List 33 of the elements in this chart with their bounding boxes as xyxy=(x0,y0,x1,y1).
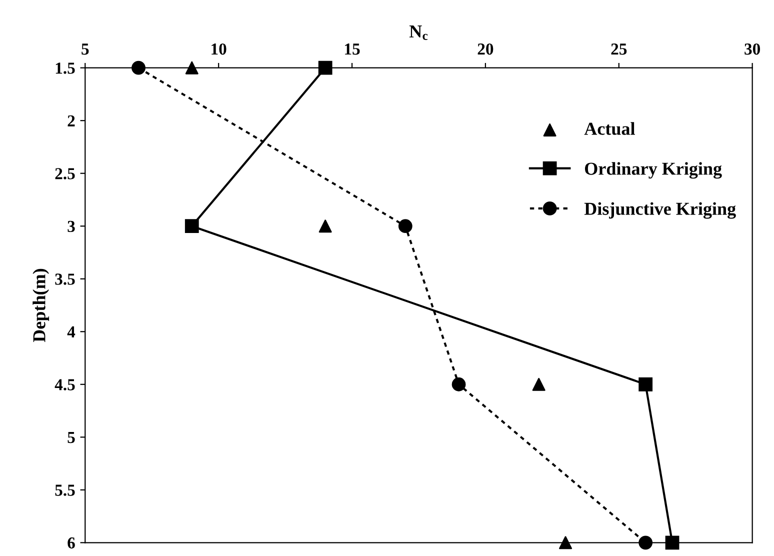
y-tick-label: 5.5 xyxy=(55,484,75,496)
y-tick-label: 1.5 xyxy=(56,62,75,74)
point xyxy=(638,536,653,550)
y-tick-label: 3 xyxy=(68,220,75,232)
point xyxy=(452,377,466,392)
y-tick-label: 4.5 xyxy=(54,379,75,390)
x-tick-label: 10 xyxy=(212,43,226,55)
y-tick-label: 3.5 xyxy=(55,274,75,285)
legend-label: Actual xyxy=(584,122,635,135)
point xyxy=(638,377,653,392)
x-tick-label: 20 xyxy=(478,43,494,55)
y-tick-label: 2 xyxy=(68,115,75,126)
x-tick-label: 15 xyxy=(345,44,360,55)
point xyxy=(318,60,332,75)
legend-label: Disjunctive Kriging xyxy=(584,202,736,219)
legend-label: Ordinary Kriging xyxy=(585,162,722,179)
point xyxy=(185,61,198,74)
x-axis-title: N$_{c}$ xyxy=(409,26,428,40)
y-tick-label: 6 xyxy=(68,537,75,549)
point xyxy=(132,60,146,75)
point xyxy=(184,219,199,234)
point xyxy=(665,536,680,550)
point xyxy=(318,220,332,233)
point xyxy=(398,219,412,234)
y-axis-title: Depth(m) xyxy=(32,268,50,342)
point xyxy=(559,536,572,550)
x-tick-label: 30 xyxy=(744,43,760,55)
y-tick-label: 2.5 xyxy=(55,168,75,180)
x-tick-label: 5 xyxy=(82,44,89,55)
y-tick-label: 4 xyxy=(67,326,76,338)
point xyxy=(532,378,546,391)
y-tick-label: 5 xyxy=(68,432,75,444)
x-tick-label: 25 xyxy=(611,44,627,55)
